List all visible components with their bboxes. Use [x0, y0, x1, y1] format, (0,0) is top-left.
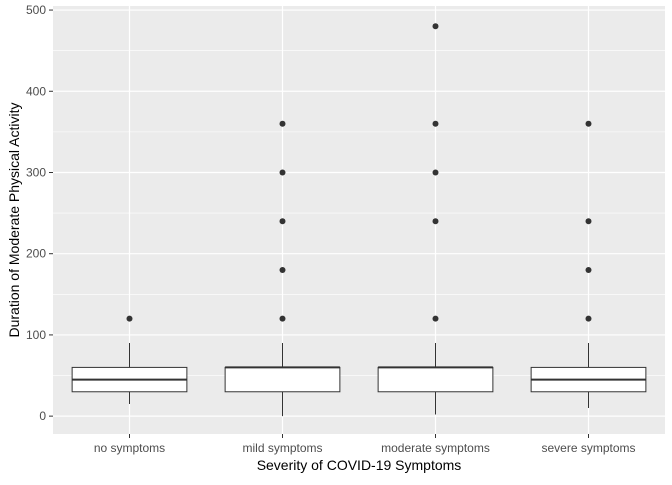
outlier-point [432, 23, 439, 30]
outlier-point [279, 315, 286, 322]
y-tick-label: 500 [26, 3, 46, 17]
y-tick-label: 300 [26, 165, 46, 179]
outlier-point [432, 169, 439, 176]
outlier-point [585, 218, 592, 225]
outlier-point [279, 218, 286, 225]
x-tick-label: moderate symptoms [381, 441, 490, 455]
x-tick-label: no symptoms [94, 441, 165, 455]
x-tick-label: mild symptoms [242, 441, 322, 455]
y-tick-label: 400 [26, 84, 46, 98]
x-tick-label: severe symptoms [541, 441, 635, 455]
outlier-point [585, 315, 592, 322]
box-group [71, 315, 188, 404]
x-axis-ticks: no symptoms mild symptoms moderate symptom… [94, 434, 636, 455]
box-rect [224, 366, 341, 393]
x-axis-title: Severity of COVID-19 Symptoms [257, 457, 462, 473]
box-group [377, 23, 494, 415]
y-axis-title: Duration of Moderate Physical Activity [6, 103, 22, 338]
box-group [530, 120, 647, 409]
outlier-point [432, 315, 439, 322]
outlier-point [432, 120, 439, 127]
outlier-point [432, 218, 439, 225]
outlier-point [126, 315, 133, 322]
outlier-point [279, 266, 286, 273]
y-tick-label: 0 [39, 409, 46, 423]
box-group [224, 120, 341, 417]
outlier-point [279, 120, 286, 127]
y-axis-ticks: 0 100 200 300 400 500 [26, 3, 53, 423]
y-tick-label: 200 [26, 247, 46, 261]
plot-panel [53, 6, 665, 434]
outlier-point [585, 120, 592, 127]
boxes-layer [71, 23, 647, 417]
outlier-point [279, 169, 286, 176]
box-rect [377, 366, 494, 393]
y-tick-label: 100 [26, 328, 46, 342]
outlier-point [585, 266, 592, 273]
